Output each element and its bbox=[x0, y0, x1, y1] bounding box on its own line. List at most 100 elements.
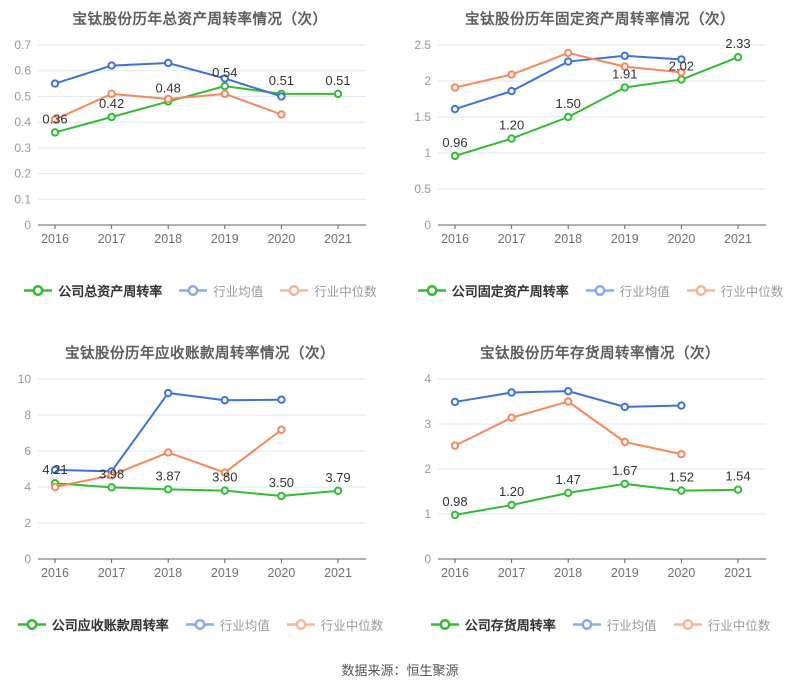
data-point-marker bbox=[107, 471, 116, 480]
data-point-marker bbox=[677, 486, 686, 495]
legend-label: 行业中位数 bbox=[314, 285, 377, 299]
x-tick-label: 2018 bbox=[154, 566, 182, 580]
y-tick-label: 2 bbox=[424, 462, 431, 476]
data-point-marker bbox=[277, 491, 286, 501]
legend-marker-icon bbox=[17, 619, 46, 630]
data-point-marker bbox=[677, 68, 686, 77]
x-tick-label: 2017 bbox=[98, 232, 126, 246]
chart-plot-fixed-asset: 0 0.5 1 1.5 2 2.5 2016 2017 2018 2019 2020 2021 0.96… bbox=[414, 36, 766, 246]
y-tick-label: 2.5 bbox=[414, 38, 431, 52]
data-point-marker bbox=[450, 441, 460, 450]
chart-receivable-turnover: 宝钛股份历年应收账款周转率情况（次） 0 2 4 6 8 10 2016 2017 2018 20… bbox=[0, 330, 400, 648]
x-tick-label: 2020 bbox=[267, 566, 295, 580]
data-point-marker bbox=[164, 388, 173, 398]
y-tick-label: 3 bbox=[424, 417, 431, 431]
series-line bbox=[54, 392, 283, 473]
series-line bbox=[454, 482, 739, 516]
x-tick-label: 2021 bbox=[724, 566, 752, 580]
legend-marker-icon bbox=[286, 619, 315, 630]
x-tick-label: 2016 bbox=[41, 566, 69, 580]
x-tick-label: 2020 bbox=[667, 232, 695, 246]
data-point-marker bbox=[507, 134, 516, 143]
legend-item-industry-avg: 行业均值 bbox=[185, 615, 270, 634]
x-tick-label: 2018 bbox=[154, 232, 182, 246]
data-point-label: 1.20 bbox=[499, 118, 524, 133]
data-point-marker bbox=[677, 449, 686, 459]
x-tick-label: 2021 bbox=[324, 566, 352, 580]
legend-label: 公司存货周转率 bbox=[464, 618, 556, 633]
data-point-marker bbox=[507, 413, 516, 422]
data-point-marker bbox=[450, 397, 460, 407]
data-point-marker bbox=[733, 53, 743, 62]
charts-grid: 宝钛股份历年总资产周转率情况（次） 0 0.1 0.2 0.3 0.4 0.5 0.6 0.7… bbox=[0, 0, 800, 648]
legend-marker-icon bbox=[417, 285, 446, 296]
y-tick-label: 6 bbox=[24, 444, 31, 458]
data-point-marker bbox=[107, 112, 116, 122]
data-point-marker bbox=[564, 488, 573, 498]
legend-item-industry-avg: 行业均值 bbox=[572, 615, 657, 634]
data-point-marker bbox=[564, 112, 573, 122]
data-point-marker bbox=[220, 486, 230, 495]
data-point-marker bbox=[677, 55, 686, 64]
data-point-marker bbox=[733, 485, 743, 494]
data-point-marker bbox=[50, 128, 60, 137]
x-tick-label: 2019 bbox=[611, 566, 639, 580]
x-tick-label: 2021 bbox=[724, 232, 752, 246]
data-point-marker bbox=[220, 74, 230, 83]
legend-item-industry-median: 行业中位数 bbox=[673, 615, 770, 634]
data-point-label: 3.80 bbox=[212, 470, 237, 485]
y-tick-label: 1 bbox=[424, 507, 431, 521]
data-point-label: 3.87 bbox=[156, 468, 181, 483]
x-tick-label: 2019 bbox=[211, 232, 239, 246]
data-point-marker bbox=[277, 92, 286, 101]
y-tick-label: 2 bbox=[424, 74, 431, 88]
y-tick-label: 10 bbox=[18, 372, 32, 386]
x-tick-label: 2020 bbox=[667, 566, 695, 580]
legend-marker-icon bbox=[24, 285, 53, 296]
data-point-label: 1.67 bbox=[612, 463, 637, 478]
chart-plot-total-asset: 0 0.1 0.2 0.3 0.4 0.5 0.6 0.7 2016 2017 2018 2019 20… bbox=[14, 38, 366, 246]
chart-plot-receivable: 0 2 4 6 8 10 2016 2017 2018 2019 2020 2021 4.21 3.98 3… bbox=[18, 372, 366, 580]
legend-item-industry-median: 行业中位数 bbox=[279, 281, 377, 300]
x-tick-label: 2019 bbox=[611, 232, 639, 246]
legend-marker-icon bbox=[430, 619, 459, 630]
data-point-label: 1.50 bbox=[556, 96, 581, 111]
x-tick-label: 2017 bbox=[498, 232, 526, 246]
y-tick-label: 0.4 bbox=[14, 115, 31, 129]
legend-marker-icon bbox=[185, 619, 214, 630]
data-point-marker bbox=[620, 83, 630, 92]
legend-item-company: 公司存货周转率 bbox=[430, 615, 556, 634]
y-tick-label: 1 bbox=[424, 146, 431, 160]
data-point-marker bbox=[507, 86, 516, 96]
data-point-label: 0.51 bbox=[269, 73, 294, 88]
y-tick-label: 2 bbox=[24, 516, 31, 530]
x-tick-label: 2017 bbox=[98, 566, 126, 580]
data-point-label: 0.54 bbox=[212, 65, 237, 80]
data-point-marker bbox=[50, 482, 60, 492]
data-point-marker bbox=[164, 485, 173, 494]
x-tick-label: 2017 bbox=[498, 566, 526, 580]
data-point-label: 1.54 bbox=[725, 469, 750, 484]
data-point-label: 3.98 bbox=[99, 466, 124, 481]
chart-title-fixed-asset: 宝钛股份历年固定资产周转率情况（次） bbox=[465, 12, 735, 28]
legend-label: 公司固定资产周转率 bbox=[451, 284, 569, 299]
legend-item-industry-avg: 行业均值 bbox=[178, 281, 263, 300]
data-point-label: 1.20 bbox=[499, 484, 524, 499]
x-tick-label: 2016 bbox=[41, 232, 69, 246]
y-tick-label: 0.2 bbox=[14, 167, 31, 181]
legend-label: 行业均值 bbox=[219, 619, 270, 633]
data-point-marker bbox=[564, 386, 573, 396]
series-line bbox=[54, 85, 339, 134]
data-point-marker bbox=[620, 51, 630, 60]
y-tick-label: 0.1 bbox=[14, 192, 31, 206]
data-point-marker bbox=[50, 79, 60, 88]
data-point-marker bbox=[220, 89, 230, 99]
data-source-note: 数据来源：恒生聚源 bbox=[341, 663, 459, 678]
y-tick-label: 0.5 bbox=[14, 89, 31, 103]
data-point-marker bbox=[220, 396, 230, 405]
chart-fixed-asset-turnover: 宝钛股份历年固定资产周转率情况（次） 0 0.5 1 1.5 2 2.5 2016 2017 2… bbox=[400, 0, 800, 330]
data-point-label: 3.50 bbox=[269, 475, 294, 490]
chart-title-receivable: 宝钛股份历年应收账款周转率情况（次） bbox=[65, 346, 335, 362]
data-point-marker bbox=[333, 89, 343, 99]
data-point-marker bbox=[450, 510, 460, 520]
